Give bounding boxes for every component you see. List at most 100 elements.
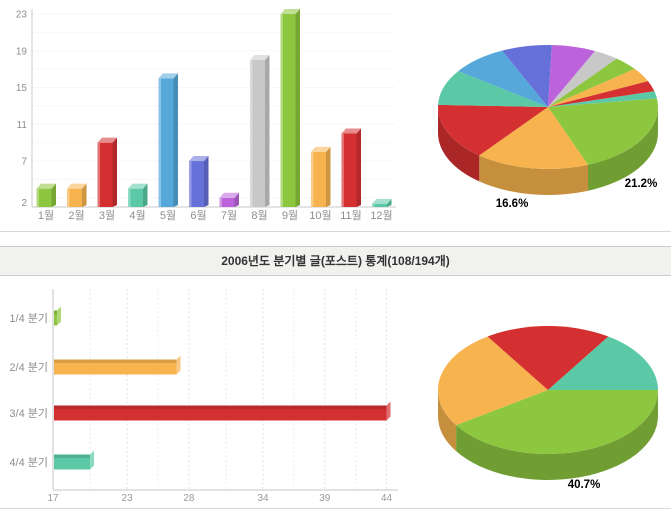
bar-top-face	[189, 156, 209, 162]
bar-top-face	[311, 146, 331, 152]
bar-front-face	[54, 405, 387, 421]
pie-slice-2/4 분기[interactable]	[438, 336, 548, 426]
bar-front-face	[128, 188, 143, 207]
pie-slice-4/4 분기[interactable]	[487, 326, 609, 390]
bar-top-face	[97, 137, 117, 143]
x-axis-category-label: 3월	[99, 209, 115, 222]
bar-highlight	[128, 188, 131, 207]
pie-slice-10월[interactable]	[502, 45, 552, 107]
bar-top-strip	[54, 359, 177, 363]
bar-side-face	[112, 137, 117, 207]
x-axis-tick-label: 44	[381, 493, 393, 504]
bar-end-cap	[90, 450, 95, 470]
pie-slice-3월[interactable]	[458, 50, 548, 107]
pie-slice-6월[interactable]	[548, 45, 596, 107]
pie-slice-1월[interactable]	[548, 50, 617, 107]
pie-slice-side-2/4 분기	[438, 390, 457, 452]
bar-4월[interactable]	[128, 183, 148, 207]
bar-3월[interactable]	[97, 137, 118, 207]
section-title: 2006년도 분기별 글(포스트) 통계(108/194개)	[221, 254, 450, 268]
y-axis-tick-label: 15	[16, 83, 28, 94]
pie-slice-2월[interactable]	[548, 58, 635, 107]
bar-front-face	[189, 161, 204, 207]
bar-highlight	[311, 151, 314, 207]
y-axis-category-label: 4/4 분기	[9, 456, 48, 469]
x-axis-category-label: 5월	[160, 209, 176, 222]
bar-side-face	[295, 9, 300, 208]
pie-slice-11월[interactable]	[438, 71, 548, 107]
y-axis-tick-label: 2	[21, 198, 27, 209]
bar-side-face	[356, 128, 361, 207]
bar-front-face	[341, 133, 357, 207]
x-axis-tick-label: 23	[122, 493, 134, 504]
x-axis-tick-label: 39	[319, 493, 331, 504]
bar-top-strip	[54, 310, 57, 314]
bar-side-face	[234, 192, 239, 207]
bar-top-face	[372, 199, 392, 204]
x-axis-category-label: 6월	[190, 209, 206, 222]
bar-front-face	[280, 14, 296, 208]
bar-end-cap	[57, 306, 61, 326]
pie-slice-4월[interactable]	[548, 68, 648, 107]
bar-side-face	[265, 54, 270, 208]
pie-slice-1/4 분기[interactable]	[548, 336, 658, 390]
pie-percent-label: 40.7%	[568, 479, 601, 491]
bar-1/4 분기[interactable]	[54, 306, 61, 326]
bar-4/4 분기[interactable]	[54, 450, 95, 470]
pie-slice-3/4 분기[interactable]	[456, 390, 658, 454]
y-axis-tick-label: 11	[17, 120, 28, 131]
bar-highlight	[280, 14, 283, 208]
bar-front-face	[36, 188, 52, 207]
x-axis-category-label: 12월	[370, 209, 392, 222]
bar-front-face	[54, 454, 91, 470]
bar-highlight	[67, 188, 70, 207]
bar-9월[interactable]	[280, 9, 301, 208]
bar-highlight	[189, 161, 192, 207]
bar-3/4 분기[interactable]	[54, 401, 391, 421]
x-axis-tick-label: 17	[47, 493, 59, 504]
monthly-posts-bar-chart: 2 7 11 15 19 23 1월 2월 3월 4월 5월 6월 7월 8월 9월 10월 11월 12월	[16, 9, 396, 222]
bar-highlight	[36, 188, 39, 207]
pie-slice-side-9월	[588, 107, 658, 191]
x-axis-tick-label: 28	[183, 493, 195, 504]
bar-12월[interactable]	[372, 199, 392, 207]
bar-1월[interactable]	[36, 183, 57, 207]
bar-11월[interactable]	[341, 128, 362, 207]
quarterly-posts-pie-chart: 40.7%25%	[438, 326, 658, 491]
bar-side-face	[173, 73, 178, 207]
bar-2월[interactable]	[67, 183, 87, 207]
y-axis-tick-label: 19	[16, 46, 28, 57]
bar-5월[interactable]	[158, 73, 179, 207]
monthly-posts-pie-chart: 21.2% 16.6%	[438, 45, 658, 210]
pie-slice-side-5월	[438, 107, 480, 182]
bar-front-face	[158, 78, 174, 207]
pie-slice-9월[interactable]	[548, 98, 658, 165]
bar-side-face	[326, 146, 331, 207]
bar-8월[interactable]	[250, 54, 270, 208]
x-axis-category-label: 11월	[340, 209, 362, 222]
pie-slice-8월[interactable]	[479, 107, 589, 169]
y-axis-category-label: 1/4 분기	[9, 312, 48, 325]
bar-6월[interactable]	[189, 156, 209, 207]
pie-slice-12월[interactable]	[548, 91, 657, 107]
bar-highlight	[250, 59, 253, 208]
x-axis-category-label: 7월	[221, 209, 237, 222]
bar-7월[interactable]	[219, 192, 240, 207]
pie-slice-7월[interactable]	[548, 81, 655, 107]
bar-side-face	[82, 183, 87, 207]
x-axis-category-label: 10월	[309, 209, 331, 222]
bar-highlight	[97, 142, 100, 207]
pie-slice-5월[interactable]	[438, 104, 548, 156]
bar-highlight	[341, 133, 344, 207]
y-axis-tick-label: 7	[21, 157, 27, 168]
pie-percent-label: 16.6%	[496, 198, 529, 210]
x-axis-category-label: 2월	[68, 209, 84, 222]
y-axis-category-label: 3/4 분기	[9, 407, 48, 420]
quarterly-section-title-bar: 2006년도 분기별 글(포스트) 통계(108/194개)	[0, 246, 671, 276]
bar-10월[interactable]	[311, 146, 331, 207]
quarterly-posts-bar-chart: 17 23 28 34 39 44 1/4 분기 2/4 분기 3/4 분기 4/4 분기	[9, 289, 398, 504]
x-axis-category-label: 8월	[251, 209, 267, 222]
bar-top-face	[250, 54, 270, 60]
bar-2/4 분기[interactable]	[54, 355, 181, 375]
